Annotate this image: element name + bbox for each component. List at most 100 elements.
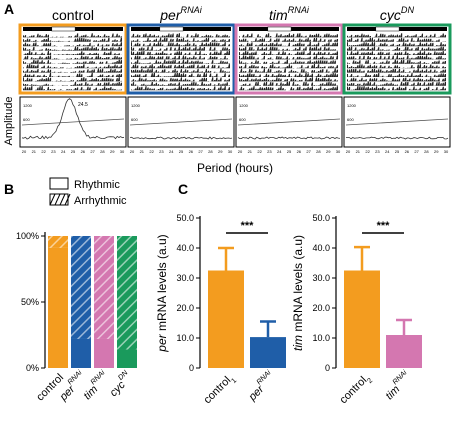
legend-arrhythmic-label: Arrhythmic <box>74 195 127 207</box>
periodogram-curve <box>345 136 449 140</box>
y-tick-label: 100% <box>16 231 39 241</box>
ld-bar-light-3 <box>375 26 400 32</box>
peak-label: 24.5 <box>78 102 88 108</box>
period-tick: 27 <box>414 149 419 154</box>
activity-row <box>347 81 446 86</box>
ld-bar-light-0 <box>51 26 76 32</box>
y-tick-label: 10.0 <box>312 333 330 343</box>
period-tick: 29 <box>110 149 115 154</box>
period-tick: 29 <box>326 149 331 154</box>
period-tick: 21 <box>140 149 145 154</box>
activity-row <box>239 46 338 51</box>
periodogram-ytick: 1200 <box>347 103 357 108</box>
activity-row <box>347 64 446 69</box>
period-tick: 23 <box>375 149 380 154</box>
activity-row <box>239 59 338 64</box>
activity-row <box>23 64 122 69</box>
period-tick: 23 <box>159 149 164 154</box>
period-tick: 30 <box>120 149 125 154</box>
y-tick-label: 0 <box>325 363 330 373</box>
activity-row <box>23 72 122 77</box>
activity-row <box>131 81 230 86</box>
bar-rhythmic <box>71 338 91 368</box>
period-tick: 26 <box>405 149 410 154</box>
period-tick: 24 <box>277 149 282 154</box>
activity-row <box>23 37 122 42</box>
period-tick: 26 <box>189 149 194 154</box>
activity-row <box>239 72 338 77</box>
significance-marker: *** <box>241 220 255 232</box>
activity-row <box>23 68 122 73</box>
activity-row <box>239 68 338 73</box>
periodogram-ytick: 1200 <box>131 103 141 108</box>
period-tick: 20 <box>346 149 351 154</box>
activity-row <box>347 55 446 60</box>
activity-row <box>347 46 446 51</box>
actogram-panel: control 1200 600 24.5 20 21 22 23 24 25 26 27 28 29 30… <box>18 5 452 154</box>
periodogram-ytick: 600 <box>131 117 138 122</box>
rhythmicity-chart: 0%50%100%controlperRNAitimRNAicycDNRhyth… <box>16 177 137 404</box>
y-tick-label: 50.0 <box>312 213 330 223</box>
period-tick: 24 <box>61 149 66 154</box>
category-label: perRNAi <box>243 369 278 404</box>
activity-row <box>23 33 122 38</box>
y-tick-label: 30.0 <box>312 273 330 283</box>
activity-row <box>239 77 338 82</box>
y-axis-label: tim mRNA levels (a.u) <box>291 235 305 351</box>
significance-line <box>21 118 125 126</box>
bar-rhythmic <box>48 247 68 368</box>
activity-row <box>23 86 122 91</box>
significance-line <box>237 118 341 126</box>
periodogram-ytick: 1200 <box>239 103 249 108</box>
y-axis-label: per mRNA levels (a.u) <box>155 234 169 352</box>
bar-rhythmic <box>94 338 114 368</box>
activity-row <box>23 81 122 86</box>
activity-row <box>239 64 338 69</box>
activity-row <box>131 64 230 69</box>
category-label: control2 <box>337 372 374 409</box>
bar-rhythmic <box>117 349 137 368</box>
period-tick: 22 <box>41 149 46 154</box>
period-tick: 21 <box>248 149 253 154</box>
period-tick: 20 <box>22 149 27 154</box>
activity-row <box>347 42 446 47</box>
bar <box>250 337 286 368</box>
activity-row <box>347 37 446 42</box>
activity-row <box>347 73 446 77</box>
y-tick-label: 40.0 <box>312 243 330 253</box>
bar-arrhythmic-hatch <box>117 236 137 350</box>
activity-row <box>23 42 122 47</box>
per-mrna-chart: 0 10.0 20.0 30.0 40.0 50.0 per mRNA levels (a.… <box>155 213 286 406</box>
activity-row <box>347 77 446 82</box>
activity-row <box>131 86 230 91</box>
period-tick: 21 <box>356 149 361 154</box>
period-tick: 25 <box>287 149 292 154</box>
bar-arrhythmic-hatch <box>71 236 91 339</box>
category-label: timRNAi <box>381 369 415 403</box>
activity-row <box>239 55 338 60</box>
significance-line <box>129 118 233 126</box>
activity-row <box>347 59 446 64</box>
period-tick: 26 <box>297 149 302 154</box>
tim-mrna-chart: 0 10.0 20.0 30.0 40.0 50.0 tim mRNA levels (a.… <box>291 213 422 409</box>
actogram-title-0: control <box>52 7 94 23</box>
y-tick-label: 20.0 <box>176 303 194 313</box>
period-tick: 28 <box>424 149 429 154</box>
significance-marker: *** <box>377 220 391 232</box>
period-tick: 29 <box>218 149 223 154</box>
activity-row <box>131 55 230 60</box>
activity-row <box>131 37 230 42</box>
y-tick-label: 10.0 <box>176 333 194 343</box>
period-tick: 27 <box>90 149 95 154</box>
activity-row <box>239 33 338 38</box>
activity-row <box>23 77 122 82</box>
activity-row <box>131 59 230 64</box>
activity-row <box>239 50 338 55</box>
legend-hatch <box>49 193 56 206</box>
activity-row <box>347 51 446 55</box>
activity-row <box>23 46 122 51</box>
amplitude-axis-label: Amplitude <box>3 97 15 146</box>
y-tick-label: 0% <box>26 363 39 373</box>
activity-row <box>131 42 230 47</box>
bar-arrhythmic-hatch <box>48 236 68 248</box>
